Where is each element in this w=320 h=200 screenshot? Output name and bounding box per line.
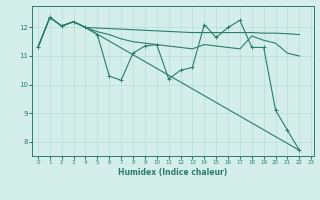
X-axis label: Humidex (Indice chaleur): Humidex (Indice chaleur) bbox=[118, 168, 228, 177]
